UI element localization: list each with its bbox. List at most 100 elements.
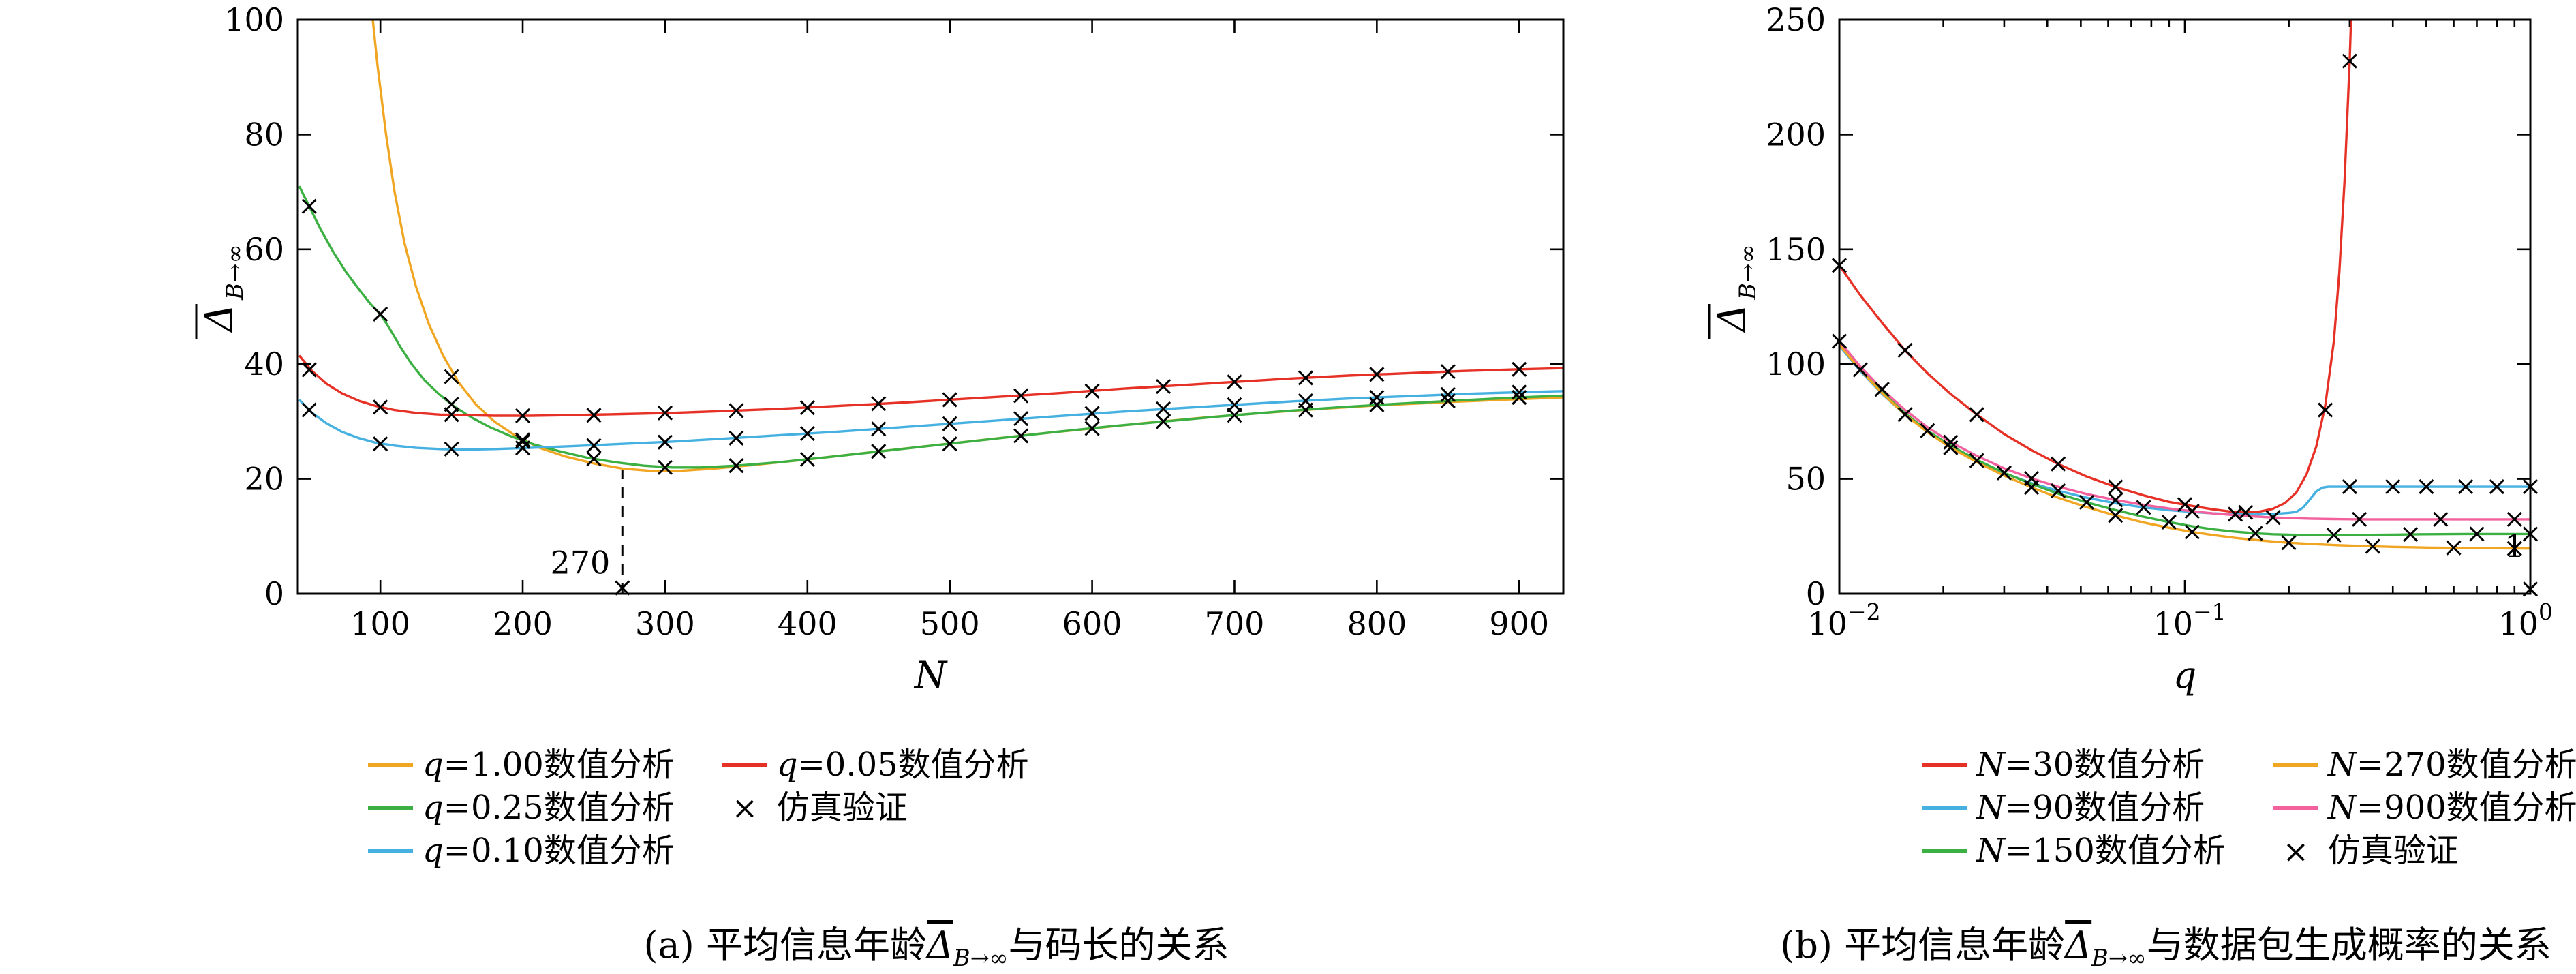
legend-item-q100: q=1.00数值分析 [368,746,675,784]
cross-marker-icon: × [731,789,758,827]
plot-frame [296,18,1565,595]
svg-text:200: 200 [1766,116,1826,153]
legend-line-swatch [368,849,413,853]
legend-item-n90: N=90数值分析 [1922,789,2226,827]
legend-item-q025: q=0.25数值分析 [368,789,675,827]
svg-text:0: 0 [2539,598,2553,625]
plot-frame [1838,18,2532,595]
series-line-n30 [1839,20,2352,514]
legend-line-swatch [368,806,413,810]
caption-a: (a) 平均信息年龄ΔB→∞与码长的关系 [98,915,1775,971]
svg-text:600: 600 [1062,605,1122,642]
axis-ticks [298,18,1563,595]
legend-item-n270: N=270数值分析 [2273,746,2576,784]
legend-line-swatch [1922,763,1967,767]
caption-a-suffix: 与码长的关系 [1008,924,1229,967]
svg-text:10: 10 [1807,605,1847,642]
svg-text:150: 150 [1766,231,1826,268]
x-axis-label: q [2173,654,2197,697]
legend-label: N=150数值分析 [1976,832,2226,870]
legend-item-q005: q=0.05数值分析 [722,746,1029,784]
legend-line-swatch [368,763,413,767]
annotation-text: 1 [2504,528,2524,564]
svg-text:Δ: Δ [197,304,241,333]
legend-line-swatch [722,763,767,767]
svg-text:100: 100 [224,1,284,38]
simulation-markers [301,198,1527,596]
legend-label: q=1.00数值分析 [423,746,675,784]
svg-text:200: 200 [493,605,553,642]
legend-label: N=30数值分析 [1976,746,2205,784]
svg-text:400: 400 [778,605,838,642]
tick-labels: 100 200 300 400 500 600 700 800 900 0 20 40 60 80 100 [224,1,1549,642]
series-line-n90 [1839,345,2530,516]
svg-text:0: 0 [264,575,284,612]
svg-text:800: 800 [1347,605,1407,642]
caption-b-suffix: 与数据包生成概率的关系 [2146,924,2551,967]
caption-a-prefix: (a) 平均信息年龄 [643,924,927,967]
legend-line-swatch [1922,806,1967,810]
delta-bar-symbol: Δ [926,924,953,967]
legend-label: 仿真验证 [2327,832,2459,870]
svg-text:80: 80 [244,116,284,153]
svg-text:10: 10 [2498,605,2539,642]
x-axis-label: N [913,654,948,697]
legend-column: N=270数值分析 N=900数值分析 × 仿真验证 [2273,746,2576,870]
svg-text:700: 700 [1205,605,1265,642]
legend-label: 仿真验证 [776,789,908,827]
axis-ticks [1838,18,2532,595]
legend-column: N=30数值分析 N=90数值分析 N=150数值分析 [1922,746,2226,870]
svg-text:900: 900 [1489,605,1549,642]
svg-text:0: 0 [1806,575,1826,612]
legend-column: q=0.05数值分析 × 仿真验证 [722,746,1029,870]
svg-text:−1: −1 [2193,598,2226,625]
svg-text:B→∞: B→∞ [1734,244,1762,301]
legend-label: N=900数值分析 [2327,789,2576,827]
legend-line-swatch [2273,763,2318,767]
delta-subscript: B→∞ [2091,944,2147,971]
svg-text:250: 250 [1766,1,1826,38]
legend-line-swatch [2273,806,2318,810]
delta-subscript: B→∞ [953,944,1009,971]
cross-marker-icon: × [2282,832,2310,870]
legend-item-sim: × 仿真验证 [2273,832,2576,870]
legend-item-n900: N=900数值分析 [2273,789,2576,827]
legend-a: q=1.00数值分析 q=0.25数值分析 q=0.10数值分析 q=0.05数值分析… [368,746,1029,870]
series-line-n270 [1839,344,2530,550]
legend-label: q=0.10数值分析 [423,832,675,870]
svg-text:B→∞: B→∞ [221,244,249,301]
series-line-n150 [1839,342,2530,536]
legend-column: q=1.00数值分析 q=0.25数值分析 q=0.10数值分析 [368,746,675,870]
svg-text:20: 20 [244,461,284,498]
caption-b-prefix: (b) 平均信息年龄 [1780,924,2066,967]
series-line-q100 [371,20,1563,472]
svg-text:300: 300 [635,605,695,642]
svg-text:500: 500 [920,605,980,642]
svg-text:100: 100 [350,605,410,642]
svg-text:60: 60 [244,231,284,268]
legend-label: N=90数值分析 [1976,789,2205,827]
series-line-q010 [298,390,1563,451]
series-line-n900 [1839,340,2530,521]
legend-item-sim: × 仿真验证 [722,789,1029,827]
legend-label: q=0.05数值分析 [776,746,1029,784]
svg-text:Δ: Δ [1710,304,1754,333]
svg-text:40: 40 [244,346,284,382]
y-axis-label: Δ B→∞ [195,244,249,339]
legend-label: q=0.25数值分析 [423,789,675,827]
annotation-vline-label: 270 [550,545,610,581]
legend-line-swatch [1922,849,1967,853]
legend-label: N=270数值分析 [2327,746,2576,784]
simulation-markers [1831,53,2539,597]
legend-item-n150: N=150数值分析 [1922,832,2226,870]
svg-text:100: 100 [1766,346,1826,382]
legend-item-q010: q=0.10数值分析 [368,832,675,870]
svg-text:−2: −2 [1847,598,1881,625]
delta-bar-symbol: Δ [2065,924,2092,967]
series-line-q005 [298,354,1563,417]
y-axis-label: Δ B→∞ [1708,244,1762,339]
